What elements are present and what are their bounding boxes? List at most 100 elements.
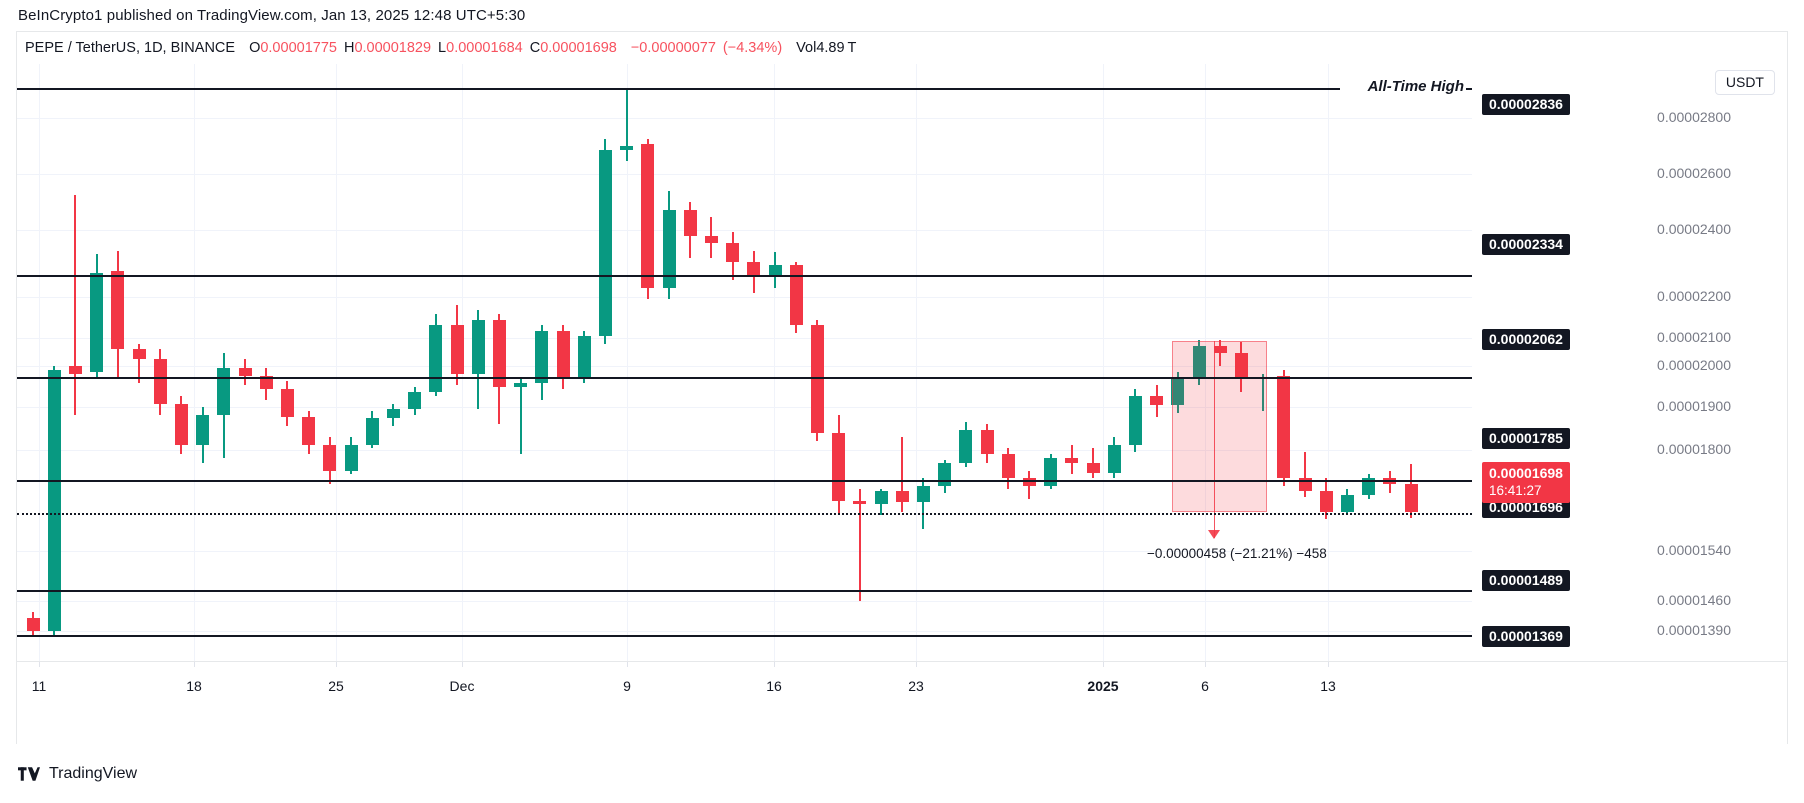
candle-wick: [625, 87, 628, 161]
candle-body: [1086, 463, 1100, 473]
price-level-line[interactable]: [17, 275, 1472, 278]
price-level-badge[interactable]: 0.00002836: [1482, 94, 1570, 115]
candle-wick: [922, 478, 925, 529]
candle-body: [1128, 396, 1142, 445]
time-axis-mark: [627, 662, 628, 667]
price-plot-area[interactable]: −0.00000458 (−21.21%) −458 All-Time High: [17, 64, 1472, 661]
candle-body: [598, 149, 612, 337]
candle-body: [1107, 444, 1121, 473]
change-absolute: −0.00000077: [630, 40, 716, 56]
measurement-label: −0.00000458 (−21.21%) −458: [1147, 545, 1327, 561]
candle-body: [280, 388, 294, 417]
chart-frame: PEPE / TetherUS, 1D, BINANCE O 0.00001775…: [16, 31, 1788, 744]
gridline-vertical: [194, 64, 195, 661]
candle-body: [683, 209, 697, 236]
price-level-line[interactable]: [17, 376, 1472, 379]
price-axis-tick: 0.00001900: [1657, 398, 1731, 414]
time-axis-tick: 23: [908, 678, 924, 694]
current-price-countdown: 16:41:27: [1489, 482, 1542, 498]
gridline-vertical: [1205, 64, 1206, 661]
candle-body: [980, 429, 994, 454]
close-value: 0.00001698: [540, 40, 617, 56]
gridline-horizontal: [17, 338, 1472, 339]
candle-body: [132, 349, 146, 359]
price-level-badge[interactable]: 0.00001369: [1482, 626, 1570, 647]
candle-body: [365, 418, 379, 445]
candle-wick: [74, 194, 77, 415]
time-axis-mark: [39, 662, 40, 667]
candle-body: [938, 463, 952, 486]
candle-wick: [901, 437, 904, 512]
high-value: 0.00001829: [354, 40, 432, 56]
time-axis-mark: [1205, 662, 1206, 667]
price-axis-tick: 0.00002000: [1657, 357, 1731, 373]
currency-chip[interactable]: USDT: [1714, 70, 1775, 95]
ath-line-mask: [1340, 85, 1468, 91]
time-axis-mark: [336, 662, 337, 667]
time-axis[interactable]: 11 18 25 Dec 9 16 23 2025 6 13: [17, 661, 1787, 743]
gridline-vertical: [336, 64, 337, 661]
symbol-label[interactable]: PEPE / TetherUS, 1D, BINANCE: [25, 40, 236, 56]
candle-body: [471, 319, 485, 374]
candle-body: [26, 618, 40, 632]
current-price-badge[interactable]: 0.00001698 16:41:27: [1482, 462, 1570, 504]
candle-body: [90, 272, 104, 372]
gridline-horizontal: [17, 450, 1472, 451]
price-axis-tick: 0.00002600: [1657, 165, 1731, 181]
price-axis-tick: 0.00002100: [1657, 329, 1731, 345]
candle-body: [111, 271, 125, 350]
candle-body: [810, 325, 824, 434]
candle-wick: [138, 343, 140, 384]
price-level-line[interactable]: [17, 87, 1472, 90]
volume-value: 4.89 T: [816, 40, 857, 56]
candle-body: [408, 392, 422, 410]
price-level-badge[interactable]: 0.00001785: [1482, 428, 1570, 449]
time-axis-mark: [774, 662, 775, 667]
candle-wick: [1304, 452, 1306, 497]
gridline-horizontal: [17, 118, 1472, 119]
gridline-vertical: [916, 64, 917, 661]
price-level-badge[interactable]: 0.00002334: [1482, 234, 1570, 255]
price-axis[interactable]: USDT 0.00002800 0.00002600 0.00002400 0.000…: [1472, 64, 1787, 661]
price-level-badge[interactable]: 0.00001489: [1482, 570, 1570, 591]
price-level-line[interactable]: [17, 480, 1472, 483]
price-axis-tick: 0.00001390: [1657, 622, 1731, 638]
price-level-line[interactable]: [17, 590, 1472, 593]
candle-body: [217, 368, 231, 415]
measurement-box[interactable]: [1172, 340, 1267, 512]
candle-body: [895, 491, 909, 503]
price-axis-tick: 0.00002400: [1657, 221, 1731, 237]
low-label: L: [438, 40, 447, 56]
gridline-horizontal: [17, 174, 1472, 175]
time-axis-mark: [1328, 662, 1329, 667]
candle-body: [789, 265, 803, 326]
candle-body: [916, 485, 930, 503]
candle-body: [514, 383, 528, 387]
price-level-line[interactable]: [17, 513, 1472, 516]
gridline-vertical: [627, 64, 628, 661]
candle-body: [386, 409, 400, 419]
time-axis-mark: [462, 662, 463, 667]
candle-body: [768, 265, 782, 277]
open-value: 0.00001775: [260, 40, 337, 56]
candle-body: [620, 146, 634, 150]
candle-body: [662, 209, 676, 288]
candle-body: [704, 235, 718, 244]
gridline-horizontal: [17, 551, 1472, 552]
candle-wick: [858, 489, 861, 602]
candle-body: [1001, 453, 1015, 479]
candle-body: [259, 375, 273, 389]
low-value: 0.00001684: [446, 40, 523, 56]
gridline-horizontal: [17, 230, 1472, 231]
time-axis-mark: [194, 662, 195, 667]
price-level-line[interactable]: [17, 635, 1472, 638]
gridline-horizontal: [17, 297, 1472, 298]
candle-wick: [1261, 373, 1264, 411]
candle-body: [174, 403, 188, 445]
change-percent: (−4.34%): [722, 40, 783, 56]
time-axis-tick: 13: [1320, 678, 1336, 694]
candle-body: [344, 444, 358, 471]
price-level-badge[interactable]: 0.00002062: [1482, 329, 1570, 350]
price-axis-tick: 0.00002200: [1657, 288, 1731, 304]
candle-wick: [519, 377, 522, 454]
